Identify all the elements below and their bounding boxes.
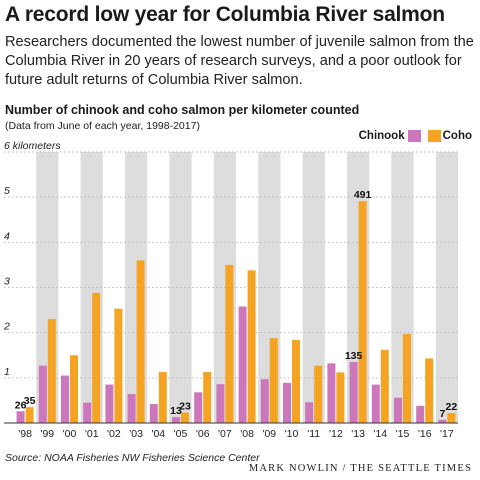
legend-label-chinook: Chinook <box>358 130 405 142</box>
bar-chinook <box>238 306 247 423</box>
data-label: 13 <box>170 405 182 417</box>
x-tick-label: '00 <box>63 428 77 440</box>
data-label: 26 <box>15 399 27 411</box>
x-tick-label: '12 <box>329 428 343 440</box>
y-tick-label: 6 kilometers <box>4 140 61 152</box>
data-label: 491 <box>354 189 372 201</box>
bar-coho <box>203 371 212 423</box>
bar-chinook <box>16 411 25 423</box>
bar-chinook <box>327 363 336 423</box>
bar-coho <box>47 319 56 423</box>
year-band <box>302 152 325 423</box>
chart-subtitle: (Data from June of each year, 1998-2017) <box>5 120 200 132</box>
x-tick-label: '09 <box>262 428 276 440</box>
legend-item-coho: Coho <box>425 130 472 142</box>
bar-coho <box>247 270 256 423</box>
bar-chinook <box>394 397 402 423</box>
bar-chinook <box>260 379 269 423</box>
x-tick-label: '05 <box>174 428 188 440</box>
x-tick-label: '06 <box>196 428 210 440</box>
x-tick-label: '14 <box>373 428 387 440</box>
y-tick-label: 3 <box>4 276 10 288</box>
bar-coho <box>314 365 323 423</box>
bar-chinook <box>149 404 158 423</box>
bar-chinook <box>105 384 114 423</box>
legend-swatch-chinook <box>407 130 421 142</box>
bar-coho <box>114 308 123 423</box>
bar-chinook <box>216 384 225 423</box>
data-label: 7 <box>439 408 445 420</box>
bar-chinook <box>438 419 447 423</box>
x-tick-label: '04 <box>151 428 165 440</box>
y-tick-label: 5 <box>4 185 10 197</box>
bar-coho <box>447 413 456 423</box>
x-tick-label: '13 <box>351 428 365 440</box>
source-note: Source: NOAA Fisheries NW Fisheries Scie… <box>5 452 260 464</box>
bar-chinook <box>172 417 180 423</box>
legend-item-chinook: Chinook <box>357 130 421 142</box>
bar-coho <box>425 358 434 423</box>
headline: A record low year for Columbia River sal… <box>5 3 445 26</box>
x-tick-label: '07 <box>218 428 232 440</box>
year-band <box>435 152 458 423</box>
bar-chinook <box>416 405 425 423</box>
bar-chinook <box>38 365 47 423</box>
y-tick-label: 2 <box>3 321 10 333</box>
x-tick-label: '11 <box>307 428 320 440</box>
x-tick-label: '16 <box>418 428 432 440</box>
x-tick-label: '08 <box>240 428 254 440</box>
y-tick-label: 4 <box>4 230 10 242</box>
x-tick-label: '02 <box>107 428 121 440</box>
bar-chinook <box>305 402 314 423</box>
data-label: 135 <box>345 350 363 362</box>
bar-chinook <box>194 392 203 423</box>
bar-coho <box>380 349 389 423</box>
bar-coho <box>292 339 300 423</box>
bar-chinook <box>283 382 291 423</box>
bar-coho <box>269 338 278 423</box>
bar-coho <box>25 407 34 423</box>
x-tick-label: '03 <box>129 428 143 440</box>
data-label: 22 <box>446 401 458 413</box>
y-tick-label: 1 <box>4 366 10 378</box>
bar-chinook <box>83 402 92 423</box>
bar-coho <box>181 412 189 423</box>
bar-chart: 6 kilometers 5 4 3 2 1 '98 '99 '00 '01 '02 '03 '04 '0… <box>3 140 458 440</box>
x-tick-label: '10 <box>285 428 299 440</box>
bar-coho <box>136 260 145 423</box>
bar-coho <box>92 292 101 423</box>
bar-chinook <box>371 384 380 423</box>
bar-coho <box>358 201 367 423</box>
bar-coho <box>158 371 167 423</box>
legend-label-coho: Coho <box>442 130 472 142</box>
bar-chinook <box>349 362 358 423</box>
credit-line: MARK NOWLIN / THE SEATTLE TIMES <box>248 463 472 474</box>
x-tick-label: '15 <box>396 428 410 440</box>
bar-coho <box>225 264 234 423</box>
x-tick-label: '17 <box>440 428 454 440</box>
chart-title: Number of chinook and coho salmon per ki… <box>5 103 360 117</box>
dek: Researchers documented the lowest number… <box>5 34 474 88</box>
bar-coho <box>403 334 411 423</box>
legend-swatch-coho <box>427 130 441 142</box>
bar-coho <box>336 372 345 423</box>
x-tick-label: '98 <box>18 428 32 440</box>
data-label: 35 <box>24 395 36 407</box>
bar-coho <box>70 355 78 423</box>
data-label: 23 <box>179 401 191 413</box>
x-tick-label: '01 <box>85 428 99 440</box>
bar-chinook <box>127 394 136 423</box>
x-tick-label: '99 <box>40 428 54 440</box>
bar-chinook <box>61 375 69 423</box>
legend: Chinook Coho <box>353 130 472 142</box>
